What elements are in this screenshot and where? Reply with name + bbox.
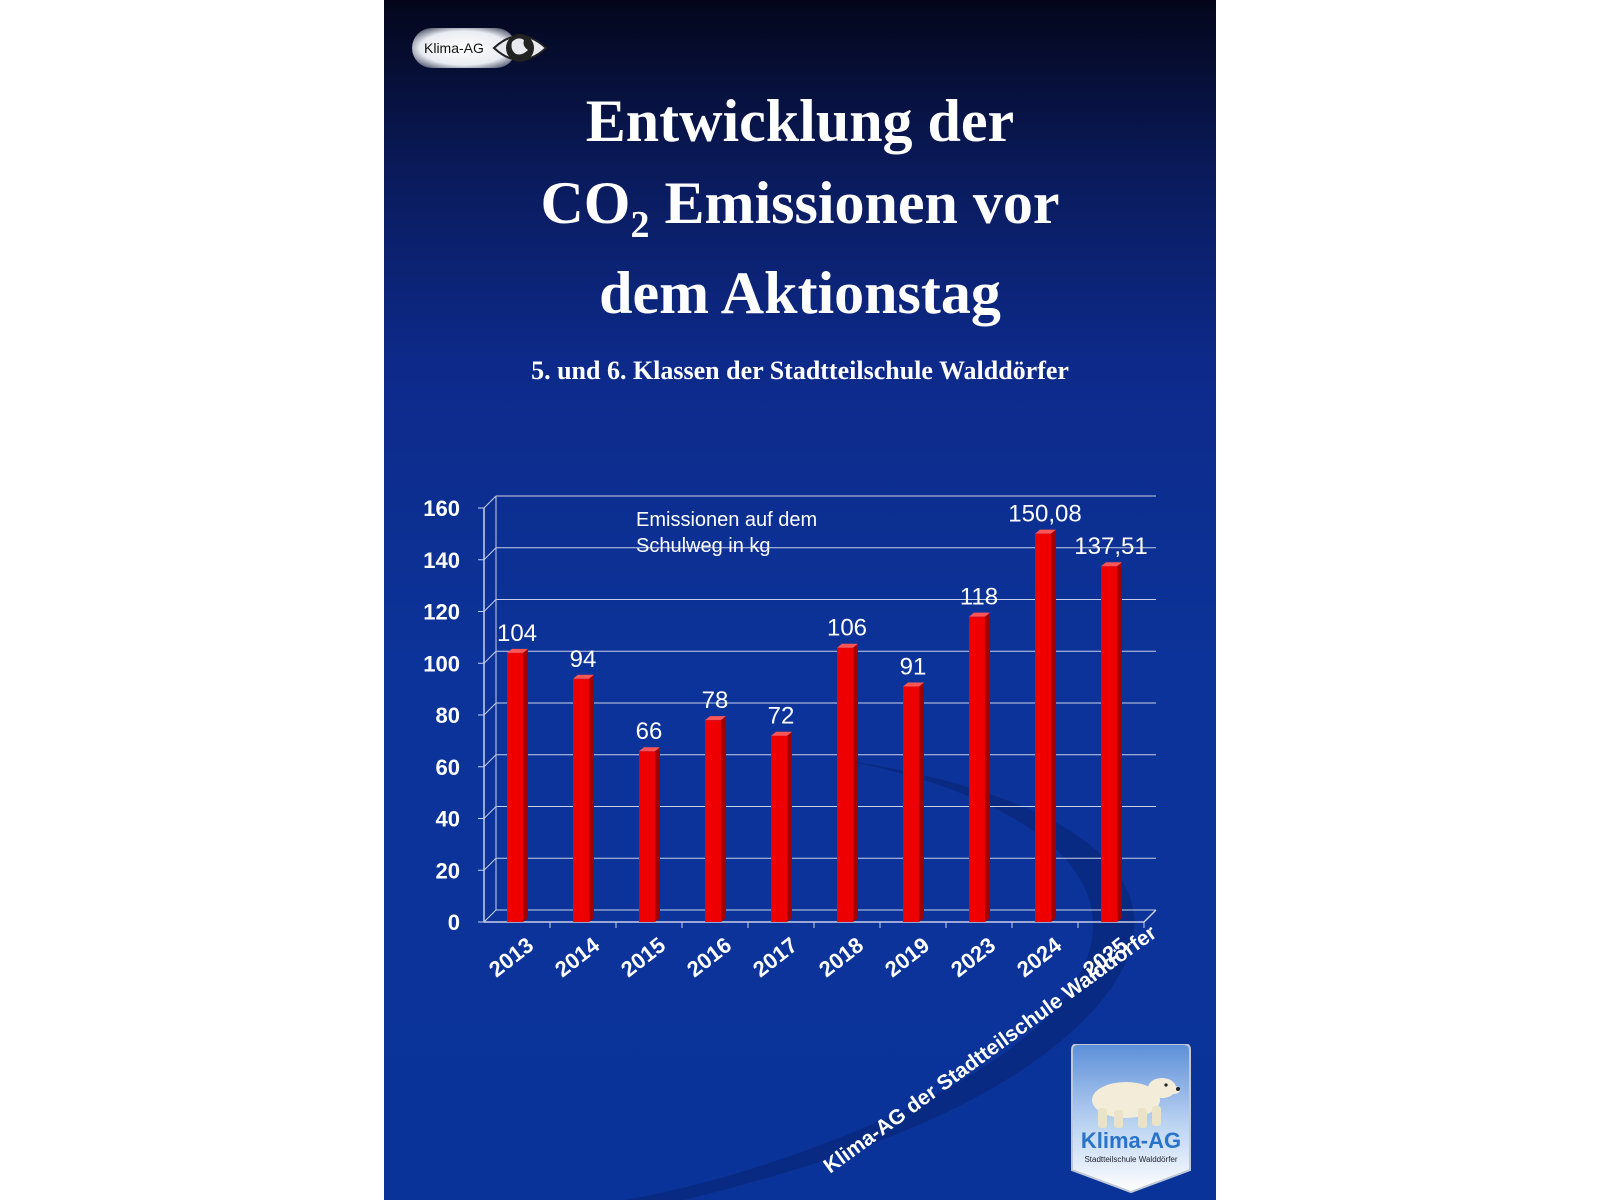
x-tick-label: 2017 (748, 932, 802, 982)
title-subscript: 2 (630, 204, 650, 246)
x-tick-label: 2016 (682, 932, 736, 982)
x-tick-label: 2024 (1012, 932, 1067, 982)
bar-top-2016 (705, 716, 726, 721)
data-label: 106 (827, 615, 867, 642)
x-tick-label: 2018 (814, 932, 868, 982)
data-label: 150,08 (1008, 501, 1081, 528)
bar-top-2013 (507, 648, 528, 653)
gridline-depth (483, 754, 497, 768)
bar-top-2018 (837, 643, 858, 648)
bar-2019 (903, 686, 919, 922)
gridline-depth (483, 857, 497, 871)
x-tick-label: 2023 (946, 932, 1000, 982)
y-tick-label: 20 (436, 858, 460, 883)
y-tick-label: 40 (436, 807, 460, 832)
polar-bear-icon (1092, 1078, 1180, 1128)
bar-side-2024 (1051, 529, 1056, 922)
bar-top-2024 (1035, 529, 1056, 534)
gridline-depth (483, 806, 497, 819)
title-co: CO (540, 170, 631, 236)
bar-side-2016 (721, 716, 726, 922)
title-line-1: Entwicklung der (585, 88, 1015, 154)
bar-side-2017 (787, 731, 792, 922)
gridline-depth (483, 599, 497, 612)
chart-annotation-line-1: Emissionen auf dem (636, 509, 817, 531)
bar-2025 (1101, 566, 1117, 922)
gridline-depth (483, 702, 497, 716)
data-label: 94 (570, 646, 597, 673)
bar-side-2014 (589, 674, 594, 922)
bar-2023 (969, 616, 985, 922)
bar-top-2023 (969, 612, 990, 617)
data-label: 118 (960, 584, 998, 611)
bar-top-2017 (771, 731, 792, 736)
x-tick-label: 2019 (880, 932, 934, 982)
logo-text: Klima-AG (424, 40, 484, 56)
x-tick-label: 2015 (616, 932, 670, 982)
page-title: Entwicklung der CO2 Emissionen vor dem A… (384, 80, 1216, 334)
y-tick-label: 140 (423, 548, 460, 573)
bar-side-2023 (985, 612, 990, 922)
data-label: 72 (768, 703, 795, 730)
eye-globe-icon (492, 34, 548, 62)
klima-ag-badge: Klima-AG Stadtteilschule Walddörfer (1071, 1044, 1191, 1194)
bar-side-2025 (1117, 562, 1122, 922)
y-tick-label: 60 (436, 755, 460, 780)
x-tick-label: 2014 (550, 932, 605, 982)
badge-title: Klima-AG (1081, 1128, 1181, 1153)
bar-2015 (639, 751, 655, 922)
y-tick-label: 160 (423, 496, 460, 521)
chart-annotation-line-2: Schulweg in kg (636, 535, 771, 557)
bar-side-2015 (655, 747, 660, 922)
badge-shield (1071, 1044, 1191, 1194)
badge-subtitle: Stadtteilschule Walddörfer (1084, 1155, 1177, 1164)
x-tick-label: 2013 (484, 932, 538, 982)
bars (507, 529, 1122, 922)
bar-2017 (771, 735, 787, 922)
gridline-depth (483, 909, 497, 923)
bar-2014 (573, 678, 589, 922)
title-emissionen: Emissionen vor (649, 170, 1060, 236)
y-tick-label: 80 (436, 703, 460, 728)
bar-2024 (1035, 533, 1051, 922)
gridline-depth (483, 547, 497, 561)
klima-ag-logo: Klima-AG (412, 22, 552, 74)
y-tick-label: 100 (423, 651, 460, 676)
slide: Klima-AG Entwicklung der CO2 Emissionen … (384, 0, 1216, 1200)
bar-2016 (705, 720, 721, 922)
bar-top-2014 (573, 674, 594, 679)
data-labels: 104 94 66 78 72 106 91 118 150,08 137,51 (497, 501, 1148, 746)
bar-top-2025 (1101, 562, 1122, 567)
title-line-2: CO2 Emissionen vor (384, 162, 1216, 252)
x-axis-depth (1143, 909, 1157, 923)
subtitle: 5. und 6. Klassen der Stadtteilschule Wa… (531, 356, 1069, 385)
data-label: 78 (702, 687, 729, 714)
bar-side-2013 (523, 648, 528, 922)
bar-side-2018 (853, 643, 858, 922)
gridline-depth (483, 650, 497, 664)
bar-2013 (507, 652, 523, 922)
data-label: 66 (636, 718, 663, 745)
data-label: 137,51 (1074, 533, 1147, 560)
gridline-depth (483, 495, 497, 509)
bar-top-2019 (903, 682, 924, 687)
y-tick-label: 120 (423, 600, 460, 625)
bar-2018 (837, 647, 853, 922)
data-label: 104 (497, 620, 537, 647)
data-label: 91 (900, 654, 927, 681)
title-line-3: dem Aktionstag (599, 260, 1001, 326)
bar-side-2019 (919, 682, 924, 922)
y-tick-label: 0 (448, 910, 460, 935)
bar-top-2015 (639, 747, 660, 752)
